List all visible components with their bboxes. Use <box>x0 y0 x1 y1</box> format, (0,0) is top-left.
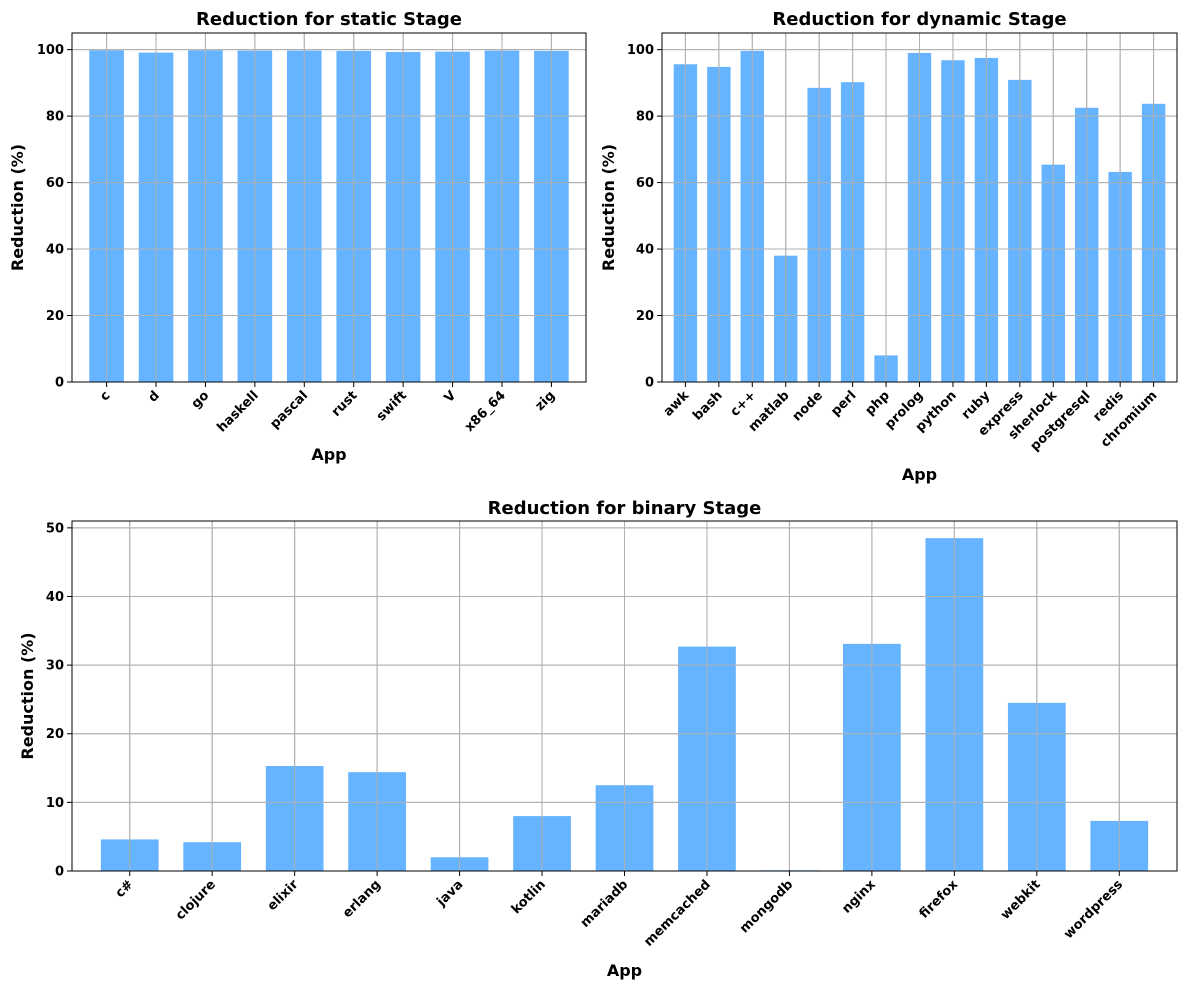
static-chart-bars <box>72 33 586 383</box>
dynamic-y-tick-label: 100 <box>627 43 654 58</box>
dynamic-chart-y-axis-label: Reduction (%) <box>599 144 618 271</box>
static-y-tick-label: 60 <box>46 176 64 191</box>
static-stage-chart: Reduction for static Stage 020406080100c… <box>8 9 587 464</box>
static-plot-frame <box>71 32 587 383</box>
dynamic-chart-bars <box>662 33 1177 383</box>
dynamic-chart-x-axis-label: App <box>902 465 937 484</box>
binary-y-tick-label: 40 <box>46 590 64 605</box>
static-y-tick-label: 0 <box>55 376 64 391</box>
static-y-tick-label: 100 <box>37 43 64 58</box>
dynamic-y-tick-label: 40 <box>636 243 654 258</box>
static-chart-y-axis-label: Reduction (%) <box>8 144 27 271</box>
binary-chart-y-axis-label: Reduction (%) <box>18 632 37 759</box>
binary-y-tick-label: 50 <box>46 521 64 536</box>
dynamic-y-tick-label: 20 <box>636 309 654 324</box>
dynamic-y-tick-label: 60 <box>636 176 654 191</box>
static-y-tick-label: 80 <box>46 110 64 125</box>
static-chart-title: Reduction for static Stage <box>196 9 462 30</box>
dynamic-y-tick-label: 0 <box>645 376 654 391</box>
binary-y-tick-label: 30 <box>46 659 64 674</box>
binary-chart-title: Reduction for binary Stage <box>488 498 762 519</box>
binary-chart-x-axis-label: App <box>607 961 642 980</box>
binary-y-tick-label: 10 <box>46 796 64 811</box>
binary-y-tick-label: 20 <box>46 727 64 742</box>
static-chart-x-axis-label: App <box>311 445 346 464</box>
static-y-tick-label: 20 <box>46 309 64 324</box>
binary-y-tick-label: 0 <box>55 865 64 880</box>
dynamic-chart-title: Reduction for dynamic Stage <box>772 9 1066 30</box>
static-y-tick-label: 40 <box>46 243 64 258</box>
dynamic-y-tick-label: 80 <box>636 110 654 125</box>
